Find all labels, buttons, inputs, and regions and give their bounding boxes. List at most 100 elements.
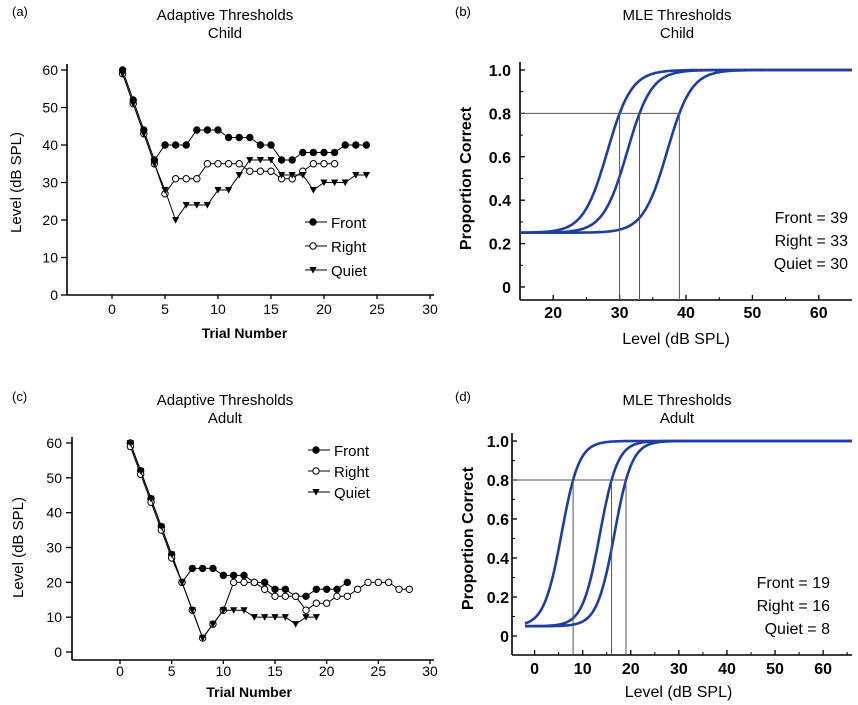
x-tick-label: 30 — [422, 663, 438, 679]
data-point — [352, 141, 360, 149]
data-point — [362, 141, 371, 149]
chart-title: MLE Thresholds — [623, 392, 732, 409]
threshold-label: Right = 16 — [757, 598, 830, 615]
series-front — [118, 66, 371, 164]
data-point — [302, 614, 310, 621]
x-tick-label: 25 — [369, 301, 385, 317]
data-point — [235, 172, 243, 179]
threshold-equals: = — [803, 621, 821, 638]
data-point — [330, 160, 339, 168]
chart-title: Adaptive Thresholds — [157, 7, 293, 24]
data-point — [322, 585, 331, 593]
data-point — [312, 585, 321, 593]
data-point — [250, 578, 259, 587]
y-tick-label: 0 — [50, 287, 58, 303]
data-point — [299, 148, 307, 157]
data-point — [271, 614, 279, 621]
x-tick-label: 10 — [210, 301, 226, 317]
data-point — [250, 614, 258, 621]
y-tick-label: 20 — [46, 574, 62, 590]
y-tick-label: 50 — [46, 470, 62, 486]
data-point — [288, 156, 296, 164]
psychometric-curve-front — [520, 68, 852, 234]
y-tick-label: 30 — [42, 175, 58, 191]
data-point — [302, 606, 310, 614]
y-tick-label: 0.6 — [489, 150, 511, 167]
data-point — [188, 607, 196, 614]
data-point — [137, 467, 145, 475]
data-point — [256, 141, 265, 149]
data-point — [235, 133, 243, 142]
threshold-value: 8 — [821, 621, 830, 638]
threshold-value: 30 — [830, 256, 848, 273]
data-point — [229, 571, 238, 580]
data-point — [312, 599, 321, 607]
threshold-label: Right = 33 — [775, 233, 848, 250]
psychometric-curve-quiet — [520, 68, 852, 234]
y-tick-label: 0 — [54, 644, 62, 660]
x-tick-label: 40 — [718, 661, 736, 678]
data-point — [362, 172, 370, 179]
data-point — [260, 585, 269, 593]
x-tick-label: 50 — [744, 305, 762, 322]
threshold-label: Quiet = 30 — [774, 256, 848, 273]
data-point — [157, 523, 165, 531]
threshold-value: 19 — [812, 575, 830, 592]
threshold-equals: = — [812, 233, 830, 250]
y-tick-label: 1.0 — [489, 63, 511, 80]
x-tick-label: 10 — [216, 663, 232, 679]
y-tick-label: 0.8 — [489, 106, 511, 123]
data-point — [161, 187, 169, 194]
legend-label: Quiet — [331, 263, 368, 280]
legend-label: Quiet — [334, 485, 371, 502]
data-point — [193, 126, 201, 134]
threshold-value: 33 — [830, 233, 848, 250]
data-point — [129, 100, 137, 108]
y-tick-label: 60 — [46, 435, 62, 451]
threshold-name: Right — [757, 598, 795, 615]
data-point — [161, 141, 169, 149]
threshold-equals: = — [794, 575, 812, 592]
x-tick-label: 30 — [670, 661, 688, 678]
data-point — [343, 592, 352, 600]
data-point — [292, 621, 300, 628]
y-tick-label: 0.6 — [487, 512, 509, 529]
legend: Front Right Quiet — [308, 443, 371, 502]
x-tick-label: 60 — [810, 305, 828, 322]
x-tick-label: 60 — [814, 661, 832, 678]
data-point — [352, 172, 360, 179]
legend: Front Right Quiet — [305, 215, 368, 280]
data-point — [168, 551, 176, 559]
data-point — [322, 599, 331, 607]
threshold-label: Quiet = 8 — [765, 621, 830, 638]
legend-label: Front — [334, 443, 370, 460]
data-point — [171, 141, 180, 149]
threshold-label: Front = 19 — [757, 575, 830, 592]
x-tick-label: 0 — [108, 301, 116, 317]
y-tick-label: 40 — [42, 137, 58, 153]
legend-marker — [309, 242, 317, 250]
data-point — [209, 564, 217, 573]
data-point — [374, 578, 383, 587]
x-tick-label: 30 — [422, 301, 438, 317]
data-point — [271, 592, 279, 600]
y-tick-label: 40 — [46, 505, 62, 521]
data-point — [230, 607, 238, 614]
y-tick-label: 0.4 — [489, 193, 511, 210]
threshold-value: 16 — [812, 598, 830, 615]
x-tick-label: 50 — [766, 661, 784, 678]
threshold-name: Quiet — [774, 256, 813, 273]
x-tick-label: 5 — [168, 663, 176, 679]
data-point — [312, 614, 320, 621]
data-point — [291, 592, 300, 600]
series-line — [122, 73, 367, 222]
legend-label: Right — [331, 239, 367, 256]
y-axis-label: Level (dB SPL) — [8, 132, 25, 233]
data-point — [126, 440, 134, 447]
threshold-name: Quiet — [765, 621, 804, 638]
threshold-list: Front = 39 Right = 33 Quiet = 30 — [774, 210, 848, 273]
panel-0: (a) Adaptive ThresholdsChild0102030405060… — [8, 4, 438, 341]
data-point — [203, 126, 212, 134]
series-quiet — [119, 70, 370, 224]
threshold-name: Front — [775, 210, 813, 227]
